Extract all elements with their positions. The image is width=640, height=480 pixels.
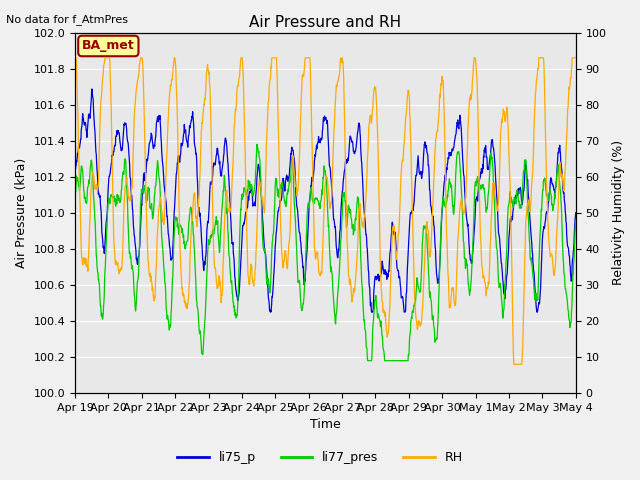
- Y-axis label: Relativity Humidity (%): Relativity Humidity (%): [612, 140, 625, 286]
- RH: [239, 55, 246, 61]
- RH: [468, 88, 476, 94]
- li75_p: [71, 173, 79, 179]
- Line: li77_pres: li77_pres: [75, 144, 576, 360]
- li77_pres: [170, 232, 178, 238]
- RH: [513, 361, 520, 367]
- li77_pres: [572, 218, 580, 224]
- RH: [510, 361, 518, 367]
- Line: li75_p: li75_p: [75, 89, 576, 312]
- li75_p: [266, 309, 274, 315]
- li77_pres: [513, 189, 521, 194]
- li75_p: [239, 223, 246, 228]
- Line: RH: RH: [75, 58, 576, 364]
- RH: [403, 107, 410, 113]
- li77_pres: [182, 240, 190, 246]
- li75_p: [469, 250, 477, 255]
- li77_pres: [239, 193, 246, 199]
- li75_p: [171, 205, 179, 211]
- li75_p: [183, 139, 191, 144]
- Title: Air Pressure and RH: Air Pressure and RH: [250, 15, 401, 30]
- li75_p: [88, 86, 95, 92]
- li77_pres: [403, 358, 411, 363]
- li77_pres: [364, 358, 371, 363]
- Y-axis label: Air Pressure (kPa): Air Pressure (kPa): [15, 158, 28, 268]
- li75_p: [572, 210, 580, 216]
- li75_p: [403, 267, 411, 273]
- RH: [170, 55, 178, 60]
- RH: [71, 55, 79, 60]
- RH: [572, 55, 580, 60]
- Text: No data for f_AtmPres: No data for f_AtmPres: [6, 14, 129, 25]
- X-axis label: Time: Time: [310, 419, 340, 432]
- li77_pres: [469, 244, 477, 250]
- li75_p: [513, 189, 521, 195]
- Legend: li75_p, li77_pres, RH: li75_p, li77_pres, RH: [172, 446, 468, 469]
- li77_pres: [253, 142, 261, 147]
- RH: [182, 303, 190, 309]
- Text: BA_met: BA_met: [82, 39, 135, 52]
- li77_pres: [71, 192, 79, 198]
